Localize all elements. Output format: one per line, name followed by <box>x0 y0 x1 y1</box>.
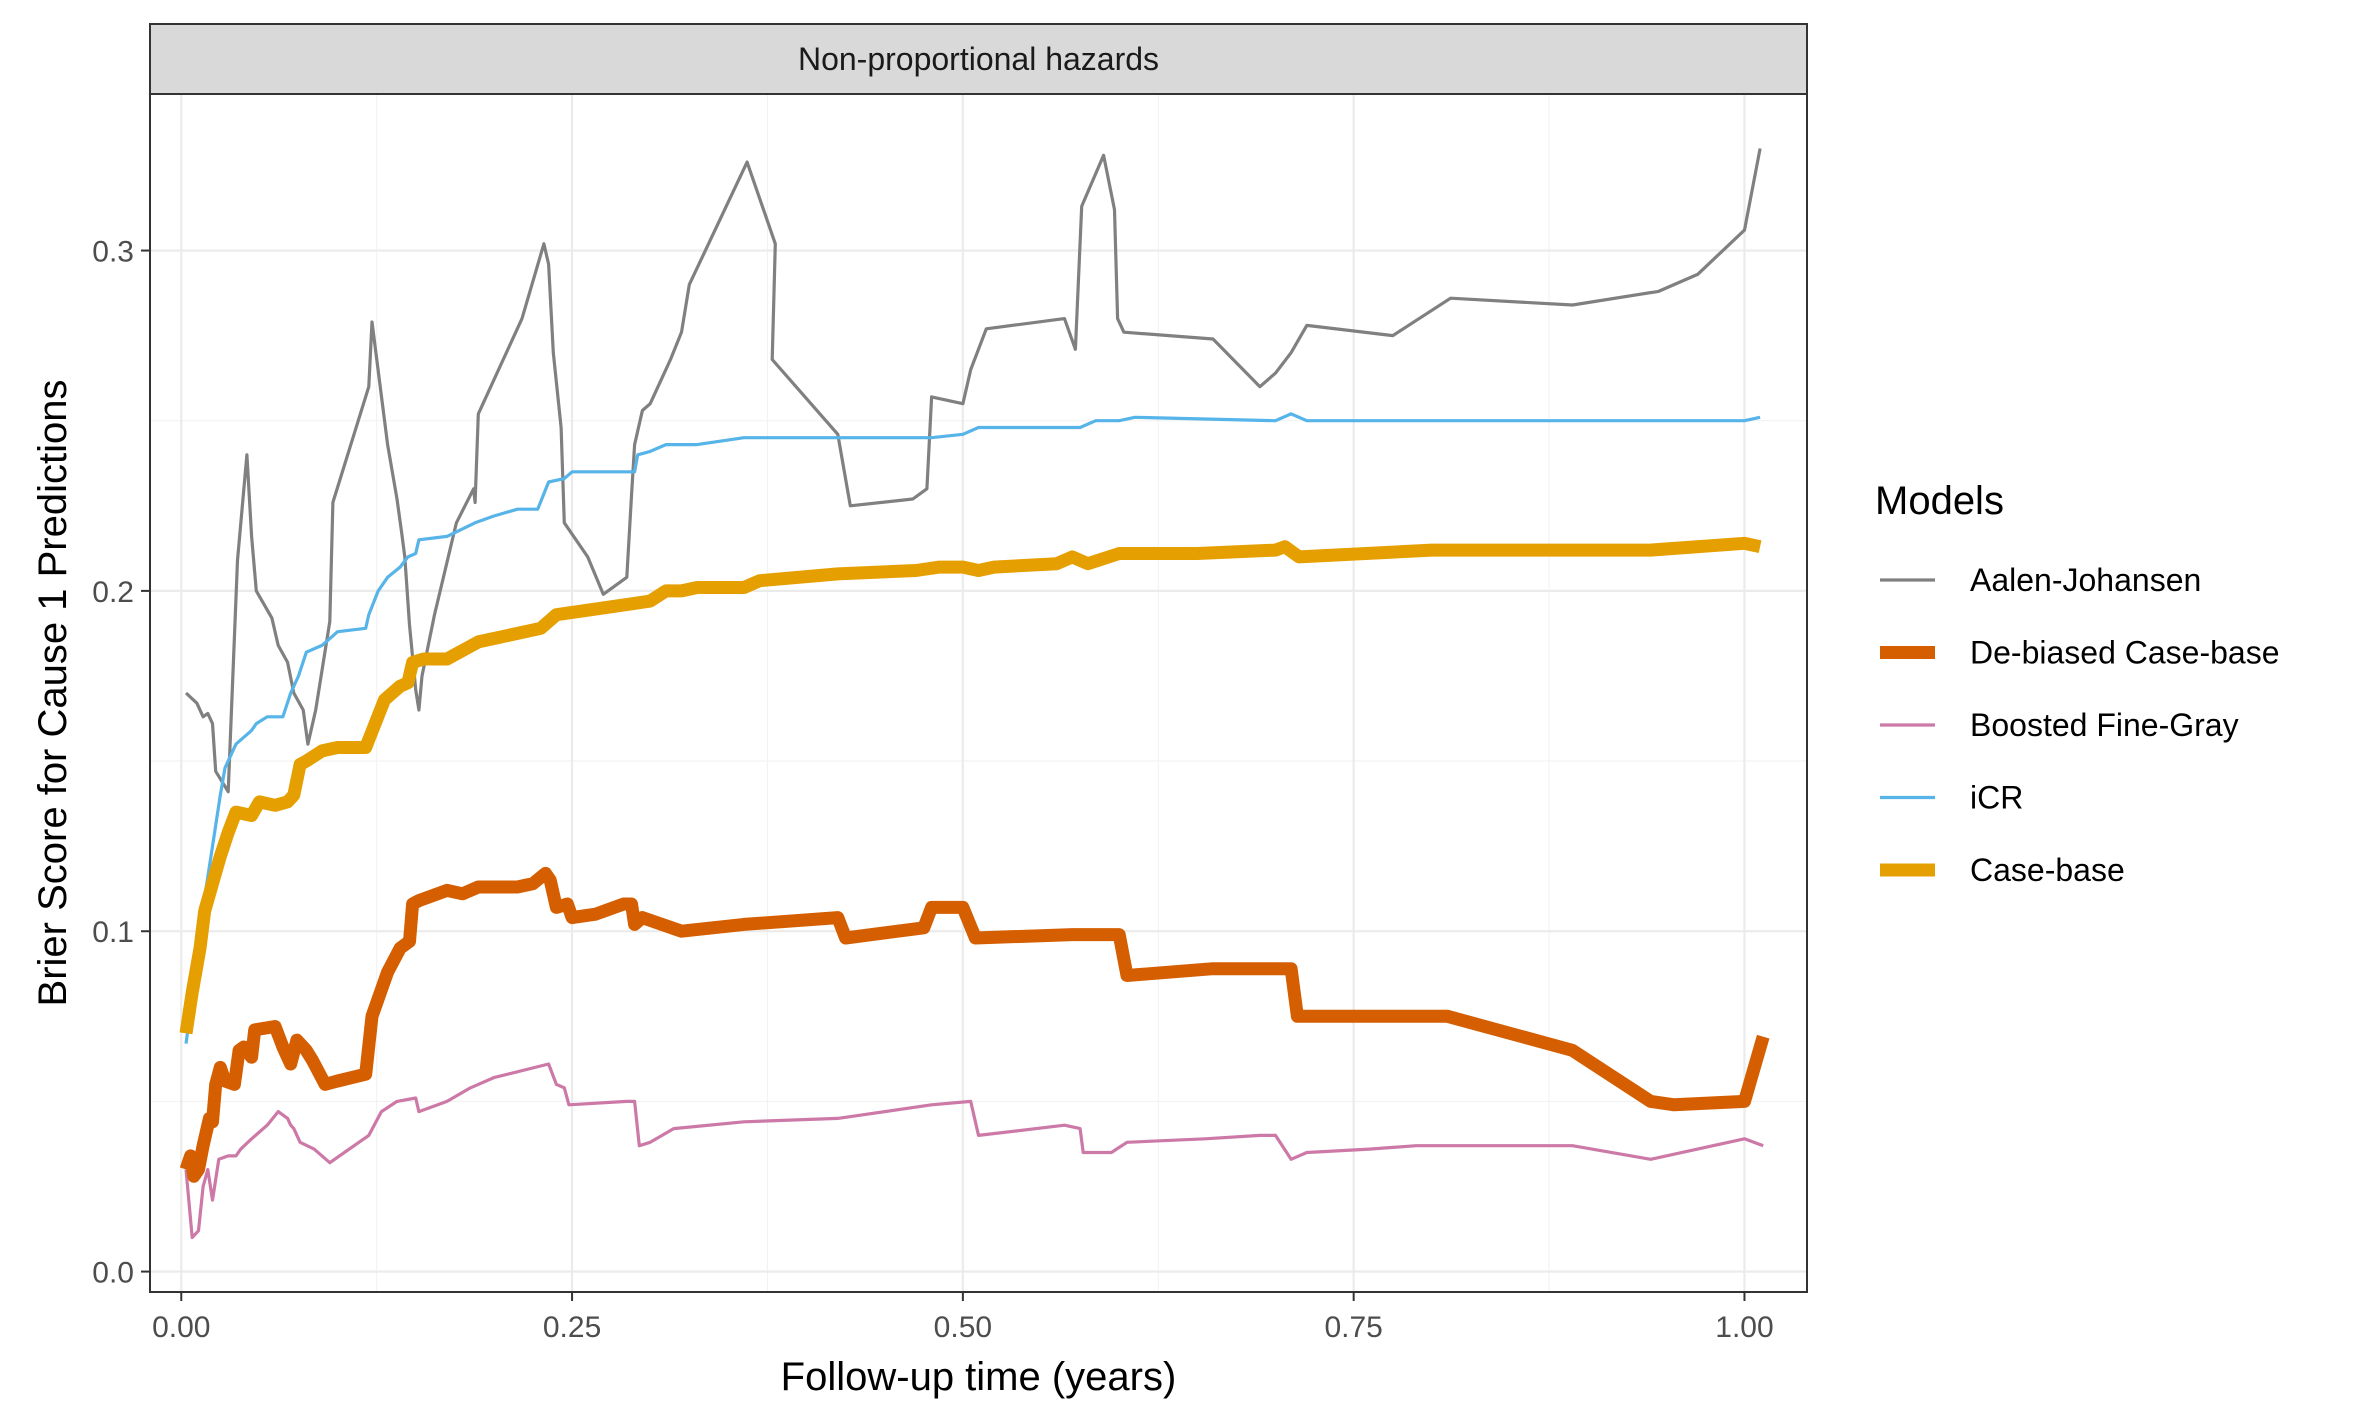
plot-panel <box>149 93 1808 1293</box>
legend-items: Aalen-Johansen De-biased Case-base Boosted… <box>1880 562 2280 888</box>
legend-title: Models <box>1875 479 2004 523</box>
y-tick-label: 0.1 <box>92 916 134 949</box>
legend-label-boosted-fine-gray: Boosted Fine-Gray <box>1970 707 2239 743</box>
legend: Models Aalen-Johansen De-biased Case-base… <box>1875 479 2280 888</box>
x-axis: 0.00 0.25 0.50 0.75 1.00 <box>152 1292 1774 1344</box>
x-tick-label: 1.00 <box>1715 1311 1773 1344</box>
y-tick-label: 0.0 <box>92 1257 134 1290</box>
legend-label-case-base: Case-base <box>1970 852 2125 888</box>
y-tick-label: 0.3 <box>92 236 134 269</box>
major-gridlines <box>150 94 1807 1292</box>
facet-title: Non-proportional hazards <box>798 41 1159 77</box>
y-tick-label: 0.2 <box>92 576 134 609</box>
series-line-aalen-johansen <box>184 148 1762 794</box>
series-line-case-base <box>179 536 1762 1035</box>
series-lines <box>179 148 1770 1240</box>
facet-strip: Non-proportional hazards <box>149 23 1808 95</box>
plot-panel-background <box>149 93 1808 1293</box>
series-line-icr <box>184 412 1761 1044</box>
legend-label-de-biased-case-base: De-biased Case-base <box>1970 635 2280 671</box>
series-line-de-biased-case-base <box>179 866 1770 1183</box>
legend-label-aalen-johansen: Aalen-Johansen <box>1970 562 2201 598</box>
x-tick-label: 0.75 <box>1324 1311 1382 1344</box>
x-tick-label: 0.50 <box>934 1311 992 1344</box>
series-line-boosted-fine-gray <box>184 1062 1764 1240</box>
x-tick-label: 0.00 <box>152 1311 210 1344</box>
facet-strip-background <box>149 23 1808 95</box>
x-axis-title: Follow-up time (years) <box>781 1355 1177 1399</box>
legend-label-icr: iCR <box>1970 780 2023 816</box>
x-tick-label: 0.25 <box>543 1311 601 1344</box>
y-axis: 0.0 0.1 0.2 0.3 <box>92 236 150 1290</box>
y-axis-title: Brier Score for Cause 1 Predictions <box>31 380 75 1007</box>
